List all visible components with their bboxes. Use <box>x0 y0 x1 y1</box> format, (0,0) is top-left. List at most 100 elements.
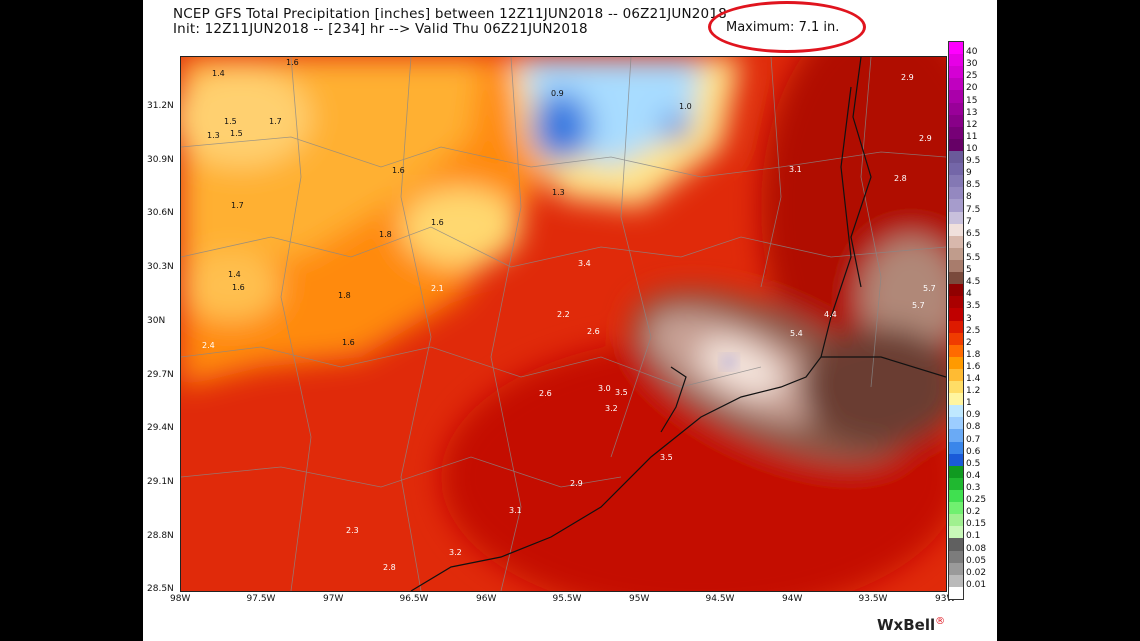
precip-value-label: 2.6 <box>539 389 552 398</box>
colorbar-segment <box>949 368 963 382</box>
colorbar-label: 3.5 <box>966 301 981 312</box>
lon-label: 94.5W <box>705 594 735 604</box>
colorbar-segment <box>949 417 963 430</box>
precip-value-label: 1.7 <box>231 201 244 210</box>
colorbar-label: 1.2 <box>966 386 981 397</box>
colorbar-label: 0.08 <box>966 543 987 554</box>
precip-value-label: 1.8 <box>338 291 351 300</box>
colorbar-segment <box>949 308 963 321</box>
colorbar-label: 0.8 <box>966 422 981 433</box>
precip-value-label: 1.7 <box>269 117 282 126</box>
precip-value-label: 1.6 <box>232 283 245 292</box>
colorbar-segment <box>949 211 963 225</box>
precip-value-label: 2.3 <box>346 526 359 535</box>
title-line-2: Init: 12Z11JUN2018 -- [234] hr --> Valid… <box>173 21 588 37</box>
lat-label: 30N <box>147 315 166 326</box>
lon-label: 98W <box>170 594 191 604</box>
colorbar-label: 13 <box>966 107 978 118</box>
colorbar-segment <box>949 114 963 128</box>
colorbar-label: 0.2 <box>966 507 981 518</box>
colorbar-label: 2.5 <box>966 325 981 336</box>
lat-label: 30.6N <box>147 208 174 219</box>
colorbar-segment <box>949 526 963 539</box>
colorbar-segment <box>949 138 963 152</box>
precip-value-label: 2.9 <box>901 73 914 82</box>
lon-label: 94W <box>782 594 803 604</box>
precip-value-label: 3.2 <box>605 404 618 413</box>
colorbar-label: 4.5 <box>966 277 981 288</box>
colorbar-label: 5.5 <box>966 252 981 263</box>
colorbar-label: 2 <box>966 337 972 348</box>
colorbar-label: 1.8 <box>966 349 981 360</box>
precip-value-label: 2.2 <box>557 310 570 319</box>
colorbar-segment <box>949 405 963 418</box>
lon-label: 93.5W <box>858 594 888 604</box>
colorbar-segment <box>949 163 963 176</box>
precip-value-label: 1.8 <box>379 230 392 239</box>
precip-value-label: 1.3 <box>552 188 565 197</box>
colorbar-label: 12 <box>966 119 978 130</box>
county-lines <box>181 57 946 591</box>
colorbar-segment <box>949 441 963 455</box>
colorbar-label: 6 <box>966 240 972 251</box>
colorbar-segment <box>949 477 963 491</box>
value-labels: 1.4 1.6 1.5 1.7 1.3 1.5 0.9 1.0 2.9 2.9 3.1 2.8 1.6 1… <box>202 58 936 572</box>
colorbar-label: 10 <box>966 143 978 154</box>
precip-value-label: 2.9 <box>570 479 583 488</box>
colorbar-segment <box>949 284 963 297</box>
precip-value-label: 1.6 <box>286 58 299 67</box>
colorbar-label: 8 <box>966 192 972 203</box>
colorbar-segment <box>949 223 963 237</box>
colorbar-segment <box>949 356 963 370</box>
colorbar-label: 0.9 <box>966 410 981 421</box>
lon-label: 96W <box>476 594 497 604</box>
colorbar-label: 0.02 <box>966 567 987 578</box>
colorbar-label: 9.5 <box>966 156 981 167</box>
colorbar-segment <box>949 42 963 55</box>
precip-value-label: 1.3 <box>207 131 220 140</box>
colorbar-label: 0.3 <box>966 483 981 494</box>
colorbar-label: 0.25 <box>966 495 987 506</box>
colorbar-label: 4 <box>966 289 972 300</box>
colorbar-label: 5 <box>966 265 972 276</box>
lat-label: 30.9N <box>147 154 174 165</box>
colorbar-segment <box>949 54 963 67</box>
lon-label: 97.5W <box>246 594 276 604</box>
colorbar-label: 9 <box>966 168 972 179</box>
precip-value-label: 3.1 <box>509 506 522 515</box>
lat-label: 29.4N <box>147 423 174 434</box>
precip-value-label: 2.8 <box>383 563 396 572</box>
colorbar-segment <box>949 514 963 527</box>
colorbar-segment <box>949 429 963 443</box>
colorbar-label: 30 <box>966 59 978 70</box>
colorbar-label: 1.4 <box>966 374 981 385</box>
colorbar-label: 0.01 <box>966 579 987 590</box>
colorbar-label: 0.5 <box>966 458 981 469</box>
colorbar-label: 0.6 <box>966 446 981 457</box>
colorbar-label: 3 <box>966 313 972 324</box>
colorbar-label: 7 <box>966 216 972 227</box>
precip-value-label: 3.5 <box>660 453 673 462</box>
lon-label: 95W <box>629 594 650 604</box>
colorbar-segment <box>949 393 963 406</box>
colorbar-segment <box>949 344 963 358</box>
lon-label: 96.5W <box>399 594 429 604</box>
precip-value-label: 2.8 <box>894 174 907 183</box>
precip-value-label: 5.7 <box>912 301 925 310</box>
lat-label: 29.7N <box>147 369 174 380</box>
precip-value-label: 1.5 <box>224 117 237 126</box>
precip-value-label: 1.6 <box>392 166 405 175</box>
colorbar-label: 11 <box>966 131 978 142</box>
wxbell-logo: WxBell® <box>877 616 946 634</box>
precip-value-label: 1.6 <box>342 338 355 347</box>
colorbar-segment <box>949 320 963 334</box>
colorbar <box>948 41 964 600</box>
colorbar-segment <box>949 550 963 564</box>
precipitation-map: 1.4 1.6 1.5 1.7 1.3 1.5 0.9 1.0 2.9 2.9 3.1 2.8 1.6 1… <box>180 56 947 592</box>
lat-label: 31.2N <box>147 101 174 111</box>
precip-value-label: 2.4 <box>202 341 215 350</box>
colorbar-segment <box>949 502 963 515</box>
colorbar-segment <box>949 574 963 588</box>
precip-value-label: 3.2 <box>449 548 462 557</box>
precip-value-label: 5.7 <box>923 284 936 293</box>
